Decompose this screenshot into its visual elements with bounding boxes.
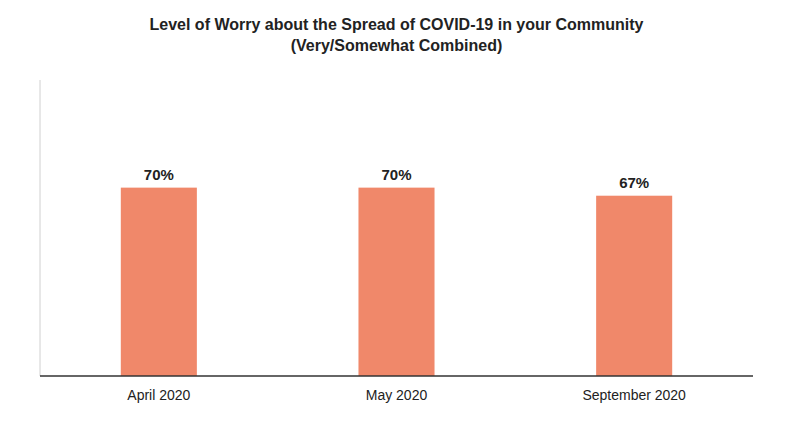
y-axis-line bbox=[40, 80, 41, 376]
x-tick-label: September 2020 bbox=[582, 387, 686, 403]
bar bbox=[121, 188, 197, 376]
bars bbox=[121, 188, 672, 376]
page: Level of Worry about the Spread of COVID… bbox=[0, 0, 793, 426]
bar bbox=[358, 188, 434, 376]
data-label: 70% bbox=[381, 166, 411, 183]
page-body: {"chart_data": {"type": "bar", "title": … bbox=[0, 0, 793, 426]
data-label: 67% bbox=[619, 174, 649, 191]
chart-svg: Level of Worry about the Spread of COVID… bbox=[0, 0, 793, 426]
x-axis-line bbox=[40, 375, 753, 377]
x-tick-label: April 2020 bbox=[127, 387, 190, 403]
x-tick-label: May 2020 bbox=[366, 387, 428, 403]
data-labels: 70% 70% 67% bbox=[144, 166, 649, 191]
chart-container: Level of Worry about the Spread of COVID… bbox=[0, 0, 793, 426]
subtitle: (Very/Somewhat Combined) bbox=[291, 37, 503, 54]
background bbox=[0, 0, 793, 426]
title: Level of Worry about the Spread of COVID… bbox=[150, 16, 644, 33]
bar bbox=[596, 196, 672, 376]
data-label: 70% bbox=[144, 166, 174, 183]
